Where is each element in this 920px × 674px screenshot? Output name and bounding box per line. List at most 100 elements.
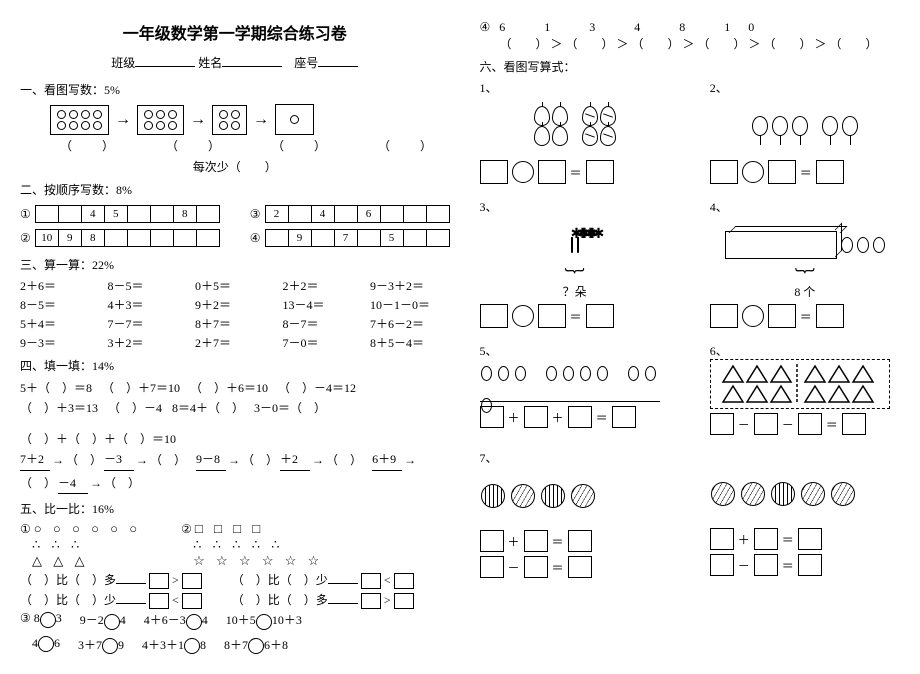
eq-line[interactable]: ＝ bbox=[480, 160, 670, 184]
compare-item[interactable]: 46 bbox=[32, 636, 60, 654]
seat-label: 座号 bbox=[294, 56, 318, 70]
eq-line[interactable]: －＝ bbox=[710, 554, 900, 576]
r-q2: 2、 ＝ bbox=[710, 79, 900, 184]
fill-item[interactable]: （ ）－4 bbox=[108, 398, 162, 418]
arith-item[interactable]: 8－5＝ bbox=[20, 296, 100, 313]
eq-line[interactable]: ＋＋＝ bbox=[480, 406, 670, 428]
pic-balloons bbox=[710, 96, 900, 156]
compare-item[interactable]: 4＋6－34 bbox=[144, 611, 208, 629]
compare-item[interactable]: 8＋76＋8 bbox=[224, 636, 288, 654]
arrow-icon: → bbox=[253, 111, 269, 129]
paren-blank[interactable]: （ ） bbox=[166, 137, 222, 154]
fill-item[interactable]: 5＋（ ）＝8 bbox=[20, 378, 92, 398]
compare-line[interactable]: （ ）比（ ）少 < bbox=[20, 591, 202, 609]
chain-blank[interactable]: （ ） bbox=[66, 450, 102, 470]
compare-item[interactable]: 3＋79 bbox=[78, 636, 124, 654]
compare-item[interactable]: 10＋510＋3 bbox=[226, 611, 302, 629]
arith-item[interactable]: 2＋6＝ bbox=[20, 277, 100, 294]
fill-item[interactable]: 8＝4＋（ ） bbox=[172, 398, 244, 418]
arith-item[interactable]: 8－7＝ bbox=[283, 315, 363, 332]
paren-blank[interactable]: （ ） bbox=[272, 137, 328, 154]
arith-item[interactable]: 0＋5＝ bbox=[195, 277, 275, 294]
arith-item[interactable]: 5＋4＝ bbox=[20, 315, 100, 332]
s2-label: ③ bbox=[250, 207, 261, 222]
arith-item[interactable]: 9＋2＝ bbox=[195, 296, 275, 313]
arith-item[interactable]: 9－3＝ bbox=[20, 334, 100, 351]
chain-blank[interactable]: （ ） bbox=[20, 473, 56, 493]
eq-line[interactable]: ＝ bbox=[710, 160, 900, 184]
eq-line[interactable]: －＝ bbox=[480, 556, 670, 578]
numgrid[interactable]: 975 bbox=[265, 229, 450, 247]
paren-blank[interactable]: （ ） bbox=[378, 137, 434, 154]
fill-item[interactable]: （ ）＋3＝13 bbox=[20, 398, 98, 418]
fill-item[interactable]: 3－0＝（ ） bbox=[254, 398, 326, 418]
chain-blank[interactable]: （ ） bbox=[104, 473, 140, 493]
fill-item[interactable]: （ ）＋（ ）＋（ ）＝10 bbox=[20, 429, 176, 449]
s1-note: 每次少（ ） bbox=[20, 158, 450, 175]
compare-line[interactable]: （ ）比（ ）少 < bbox=[232, 571, 414, 589]
stars-row: ☆ ☆ ☆ ☆ ☆ ☆ bbox=[193, 553, 323, 569]
arith-item[interactable]: 13－4＝ bbox=[283, 296, 363, 313]
chain-val: 6＋9 bbox=[372, 449, 402, 470]
right-column: ④ 6 1 3 4 8 10 （ ） ＞ （ ） ＞ （ ） ＞ （ ） ＞ （… bbox=[480, 20, 900, 654]
pic-balls bbox=[480, 466, 670, 526]
arith-item[interactable]: 2＋7＝ bbox=[195, 334, 275, 351]
fill-item[interactable]: （ ）＋6＝10 bbox=[190, 378, 268, 398]
arith-grid: 2＋6＝ 8－5＝ 0＋5＝ 2＋2＝ 9－3＋2＝ 8－5＝ 4＋3＝ 9＋2＝ 13－4＝… bbox=[20, 277, 450, 351]
eq-line[interactable]: －－＝ bbox=[710, 413, 900, 435]
chain-val: 9－8 bbox=[196, 449, 226, 470]
chain-blank[interactable]: （ ） bbox=[242, 450, 278, 470]
s1-heading: 一、看图写数：5% bbox=[20, 81, 450, 98]
compare-item[interactable]: 4＋3＋18 bbox=[142, 636, 206, 654]
eq-line[interactable]: ＝ bbox=[480, 304, 670, 328]
numgrid[interactable]: 246 bbox=[265, 205, 450, 223]
compare-line[interactable]: （ ）比（ ）多 > bbox=[232, 591, 414, 609]
chain-val: －3 bbox=[104, 449, 134, 470]
eq-line[interactable]: ＝ bbox=[710, 304, 900, 328]
compare-item[interactable]: 83 bbox=[34, 611, 62, 629]
eq-line[interactable]: ＋＝ bbox=[710, 528, 900, 550]
s5-top: ① ○ ○ ○ ○ ○ ○ ∴ ∴ ∴ △ △ △ ② □ □ □ □ ∴ ∴ … bbox=[20, 521, 450, 569]
domino-row: → → → bbox=[50, 104, 450, 135]
seq4-gt[interactable]: （ ） ＞ （ ） ＞ （ ） ＞ （ ） ＞ （ ） ＞ （ ） bbox=[500, 35, 900, 52]
s5-compare: （ ）比（ ）多 > （ ）比（ ）少 < （ ）比（ ）少 < （ ）比（ ）… bbox=[20, 569, 450, 612]
paren-blank[interactable]: （ ） bbox=[60, 137, 116, 154]
arith-item[interactable]: 9－3＋2＝ bbox=[370, 277, 450, 294]
arith-item[interactable]: 8＋7＝ bbox=[195, 315, 275, 332]
pic-cuboid bbox=[710, 215, 900, 275]
info-line: 班级 姓名 座号 bbox=[20, 52, 450, 71]
r-q5: 5、 ＋＋＝ bbox=[480, 342, 670, 435]
eq-line[interactable]: ＋＝ bbox=[480, 530, 670, 552]
q3-label: ③ bbox=[20, 611, 31, 625]
arith-item[interactable]: 8＋5－4＝ bbox=[370, 334, 450, 351]
arith-item[interactable]: 4＋3＝ bbox=[108, 296, 188, 313]
arith-item[interactable]: 7－7＝ bbox=[108, 315, 188, 332]
arith-item[interactable]: 7＋6－2＝ bbox=[370, 315, 450, 332]
seat-blank[interactable] bbox=[318, 52, 358, 67]
numgrid[interactable]: 458 bbox=[35, 205, 220, 223]
chain-blank[interactable]: （ ） bbox=[326, 450, 362, 470]
r-q7: 7、 ＋＝ －＝ bbox=[480, 449, 670, 578]
left-column: 一年级数学第一学期综合练习卷 班级 姓名 座号 一、看图写数：5% → → → … bbox=[20, 20, 450, 654]
arrow-icon: → bbox=[190, 111, 206, 129]
compare-line[interactable]: （ ）比（ ）多 > bbox=[20, 571, 202, 589]
arith-item[interactable]: 8－5＝ bbox=[108, 277, 188, 294]
s4-heading: 四、填一填：14% bbox=[20, 357, 450, 374]
numgrid[interactable]: 1098 bbox=[35, 229, 220, 247]
arrow-icon: → bbox=[115, 111, 131, 129]
r-row-4: 7、 ＋＝ －＝ ＋＝ －＝ bbox=[480, 449, 900, 578]
arith-item[interactable]: 10－1－0＝ bbox=[370, 296, 450, 313]
dots-row: ∴ ∴ ∴ bbox=[32, 537, 141, 553]
arith-item[interactable]: 2＋2＝ bbox=[283, 277, 363, 294]
fill-item[interactable]: （ ）＋7＝10 bbox=[102, 378, 180, 398]
name-blank[interactable] bbox=[222, 52, 282, 67]
chain-row: 7＋2→ （ ） －3→ （ ） 9－8→ （ ） ＋2→ （ ） 6＋9→ （… bbox=[20, 449, 450, 494]
class-blank[interactable] bbox=[135, 52, 195, 67]
arith-item[interactable]: 7－0＝ bbox=[283, 334, 363, 351]
arith-item[interactable]: 3＋2＝ bbox=[108, 334, 188, 351]
chain-blank[interactable]: （ ） bbox=[150, 450, 186, 470]
s2-row1: ① 458 ③ 246 bbox=[20, 202, 450, 226]
fill-item[interactable]: （ ）－4＝12 bbox=[278, 378, 356, 398]
class-label: 班级 bbox=[111, 56, 135, 70]
compare-item[interactable]: 9－24 bbox=[80, 611, 126, 629]
